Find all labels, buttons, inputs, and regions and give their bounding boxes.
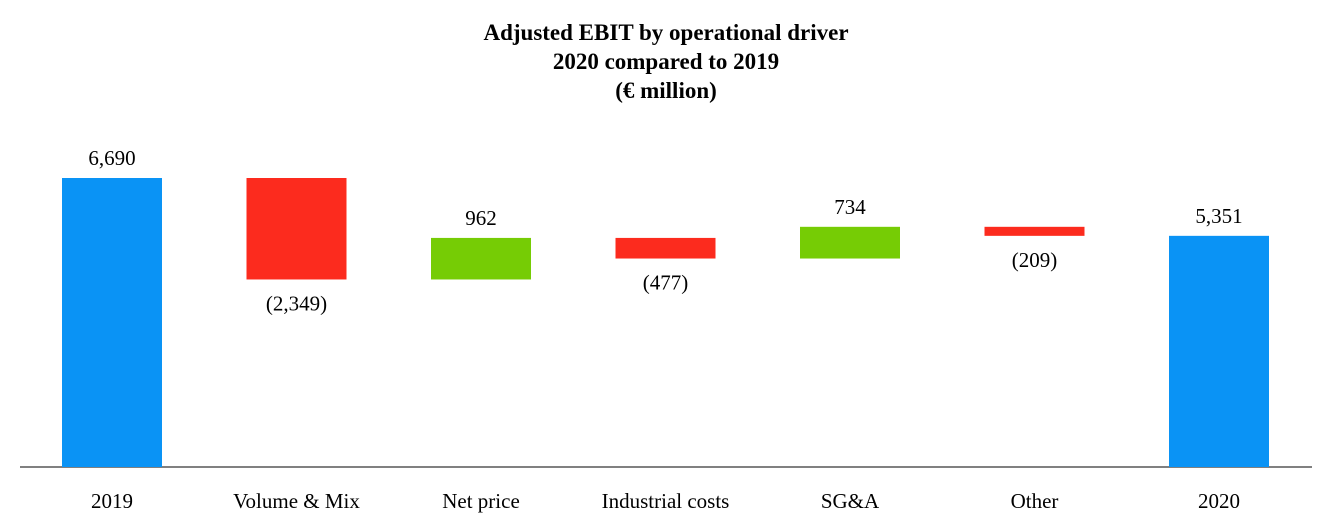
category-label-3: Industrial costs (602, 489, 730, 513)
data-label-6: 5,351 (1195, 204, 1242, 228)
chart-title-line-3: (€ million) (615, 78, 717, 103)
category-label-4: SG&A (821, 489, 880, 513)
category-label-2: Net price (442, 489, 520, 513)
labels-group: 6,690 2019 (2,349) Volume & Mix 962 Net price… (88, 146, 1242, 513)
data-label-1: (2,349) (266, 291, 327, 315)
bar-6 (1169, 235, 1269, 467)
data-label-3: (477) (643, 271, 689, 295)
chart-title-line-1: Adjusted EBIT by operational driver (483, 20, 849, 45)
data-label-5: (209) (1012, 248, 1058, 272)
bar-3 (615, 237, 716, 259)
bar-0 (62, 178, 162, 467)
bar-4 (800, 226, 900, 259)
bar-1 (246, 178, 347, 280)
chart-title-line-2: 2020 compared to 2019 (552, 49, 780, 74)
data-label-0: 6,690 (88, 146, 135, 170)
category-label-6: 2020 (1198, 489, 1240, 513)
category-label-0: 2019 (91, 489, 133, 513)
category-label-1: Volume & Mix (233, 489, 360, 513)
chart-title: Adjusted EBIT by operational driver 2020… (0, 18, 1332, 105)
category-label-5: Other (1011, 489, 1059, 513)
bars-group (62, 178, 1269, 467)
data-label-4: 734 (834, 195, 866, 219)
data-label-2: 962 (465, 206, 497, 230)
bar-2 (431, 237, 531, 280)
bar-5 (984, 226, 1085, 236)
